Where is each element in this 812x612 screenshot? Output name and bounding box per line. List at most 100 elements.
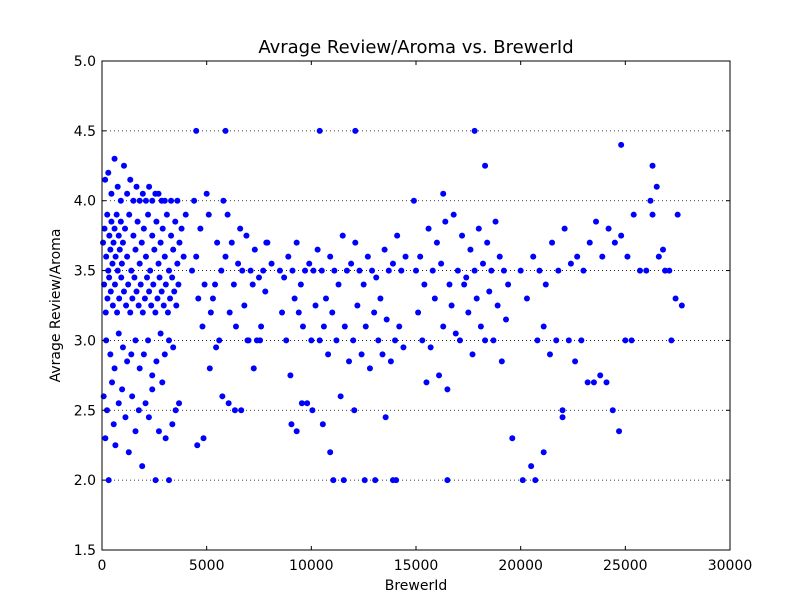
data-point [662,267,669,274]
data-point [247,267,254,274]
data-point [129,295,136,302]
data-point [180,253,187,260]
data-point [104,295,111,302]
data-point [145,337,152,344]
data-point [141,295,148,302]
data-point [110,239,117,246]
data-point [131,274,138,281]
data-point [133,183,140,190]
data-point [157,330,164,337]
data-point [142,400,149,407]
data-point [151,246,158,253]
data-point [389,477,396,484]
data-point [509,435,516,442]
data-point [611,239,618,246]
data-point [220,197,227,204]
data-point [122,225,129,232]
data-point [655,253,662,260]
data-point [473,295,480,302]
data-point [214,239,221,246]
data-point [222,253,229,260]
data-point [488,267,495,274]
data-point [593,218,600,225]
data-point [402,253,409,260]
data-point [578,337,585,344]
data-point [148,302,155,309]
data-point [263,239,270,246]
data-point [136,197,143,204]
data-point [118,260,125,267]
data-point [574,253,581,260]
data-point [104,211,111,218]
data-point [299,323,306,330]
data-point [436,372,443,379]
data-point [477,323,484,330]
data-point [465,309,472,316]
data-point [456,337,463,344]
data-point [415,309,422,316]
data-point [162,435,169,442]
data-point [130,232,137,239]
data-point [154,295,161,302]
data-point [519,477,526,484]
data-point [291,295,298,302]
data-point [237,225,244,232]
data-point [322,295,329,302]
data-point [356,267,363,274]
data-point [605,225,612,232]
data-point [213,344,220,351]
data-point [101,225,108,232]
data-point [565,337,572,344]
data-point [152,477,159,484]
data-point [316,127,323,134]
data-point [362,323,369,330]
data-point [102,435,109,442]
data-point [219,393,226,400]
data-point [482,337,489,344]
data-point [226,309,233,316]
data-point [369,267,376,274]
data-point [125,449,132,456]
data-point [482,162,489,169]
data-point [195,295,202,302]
data-point [114,267,121,274]
y-tick-label: 2.5 [74,403,96,419]
data-point [114,183,121,190]
data-point [385,267,392,274]
data-point [119,344,126,351]
data-point [398,267,405,274]
data-point [394,232,401,239]
data-point [419,337,426,344]
data-point [603,379,610,386]
data-point [279,309,286,316]
data-point [109,302,116,309]
data-point [343,267,350,274]
data-point [105,169,112,176]
data-point [176,400,183,407]
data-point [532,477,539,484]
data-point [559,407,566,414]
data-point [115,330,122,337]
data-point [584,379,591,386]
data-point [310,267,317,274]
data-point [379,351,386,358]
data-point [108,218,115,225]
data-point [287,372,294,379]
data-point [112,442,119,449]
data-point [469,351,476,358]
data-point [241,302,248,309]
y-tick-label: 3.0 [74,333,96,349]
data-point [372,477,379,484]
y-tick-label: 4.0 [74,194,96,210]
data-point [446,281,453,288]
data-point [161,351,168,358]
data-point [630,211,637,218]
data-point [293,428,300,435]
data-point [111,225,118,232]
data-point [387,358,394,365]
data-point [167,295,174,302]
data-point [257,337,264,344]
data-point [107,246,114,253]
data-point [262,288,269,295]
data-point [139,190,146,197]
